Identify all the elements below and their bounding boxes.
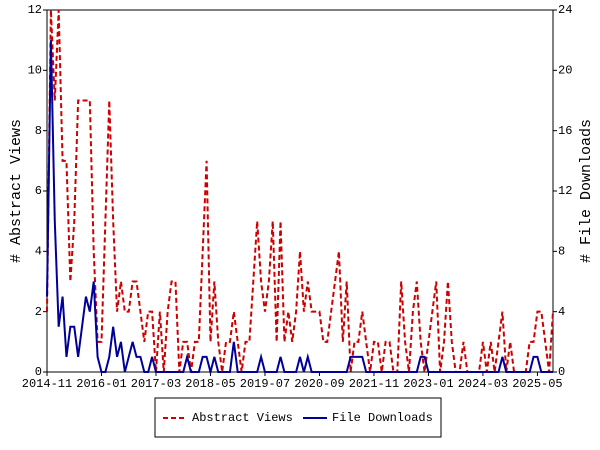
series-line [46,40,553,376]
y-axis-label: # Abstract Views [8,119,25,263]
x-tick-label: 2025-05 [512,377,562,391]
y2-axis-label: # File Downloads [578,119,595,263]
legend-box [154,397,442,438]
y2-tick-label: 12 [558,184,572,198]
x-tick-label: 2017-03 [131,377,181,391]
y2-tick-label: 8 [558,245,565,259]
y-tick-label: 8 [35,124,42,138]
series-line [46,9,554,373]
y2-tick-label: 16 [558,124,572,138]
y-tick-label: 6 [35,184,42,198]
x-tick-label: 2018-05 [185,377,235,391]
x-tick-label: 2016-01 [76,377,126,391]
y-tick-label: 10 [28,64,42,78]
x-tick-label: 2020-09 [294,377,344,391]
y-tick-label: 2 [35,305,42,319]
y-tick-label: 12 [28,3,42,17]
plot-frame [46,9,554,373]
y-tick-label: 4 [35,245,42,259]
legend-label: Abstract Views [192,411,293,425]
x-tick-label: 2019-07 [240,377,290,391]
x-tick-label: 2023-01 [403,377,453,391]
x-tick-label: 2024-03 [458,377,508,391]
y2-tick-label: 0 [558,365,565,379]
y2-tick-label: 20 [558,64,572,78]
y2-tick-label: 24 [558,3,572,17]
x-tick-label: 2014-11 [22,377,72,391]
legend-label: File Downloads [332,411,433,425]
y-tick-label: 0 [35,365,42,379]
x-tick-label: 2021-11 [349,377,399,391]
y2-tick-label: 4 [558,305,565,319]
